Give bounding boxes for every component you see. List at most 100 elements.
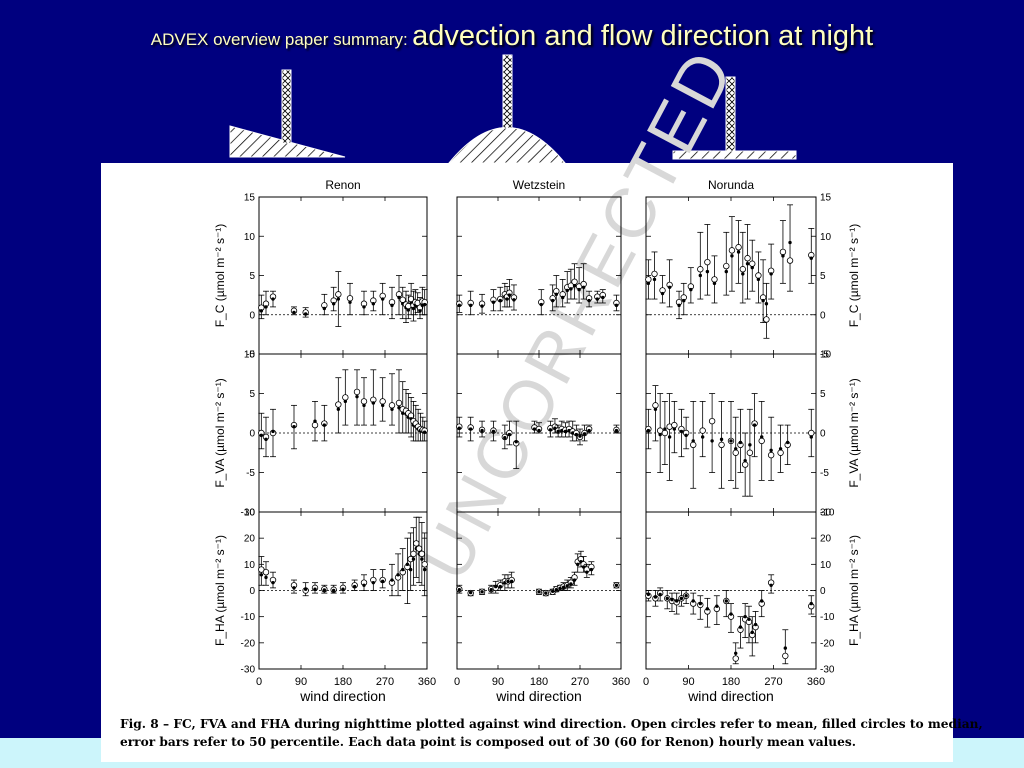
- median-point: [752, 423, 757, 427]
- y-tick-label: 5: [820, 271, 826, 282]
- y-tick-label: 10: [244, 560, 256, 571]
- y-tick-label: -20: [241, 638, 256, 649]
- median-point: [665, 596, 669, 601]
- median-point: [303, 587, 308, 591]
- median-point: [715, 604, 719, 608]
- mean-point: [699, 427, 706, 434]
- median-point: [331, 302, 336, 306]
- median-point: [764, 302, 769, 306]
- median-point: [705, 269, 710, 274]
- panel-norunda-fva: [645, 353, 817, 513]
- median-point: [422, 567, 427, 572]
- median-point: [468, 427, 473, 431]
- median-point: [646, 281, 651, 286]
- x-tick-label: 90: [295, 676, 307, 688]
- median-point: [514, 439, 518, 444]
- y-tick-label: -10: [241, 612, 256, 623]
- x-tick-label: 270: [571, 676, 589, 688]
- median-point: [809, 435, 813, 439]
- median-point: [646, 428, 651, 433]
- mean-point: [749, 260, 756, 267]
- median-point: [352, 584, 357, 589]
- y-tick-label: -10: [820, 508, 835, 519]
- mean-point: [335, 291, 342, 298]
- mean-point: [779, 248, 787, 256]
- median-point: [406, 308, 411, 312]
- x-tick-label: 180: [530, 676, 548, 688]
- x-tick-label: 270: [376, 676, 394, 688]
- mean-point: [346, 295, 354, 302]
- mean-point: [415, 545, 423, 552]
- median-point: [748, 443, 752, 447]
- median-point: [684, 433, 688, 438]
- y-tick-label: 0: [820, 586, 826, 597]
- mean-point: [708, 417, 716, 425]
- y-tick-label: 0: [820, 310, 826, 321]
- mean-point: [728, 247, 736, 254]
- y-tick-label: -5: [246, 468, 255, 479]
- median-point: [741, 272, 745, 276]
- median-point: [457, 303, 461, 308]
- mean-point: [571, 278, 578, 285]
- mean-point: [690, 441, 697, 449]
- median-point: [491, 300, 496, 304]
- y-axis-label-left: F_VA (µmol m⁻² s⁻¹): [213, 378, 227, 487]
- median-point: [271, 429, 275, 434]
- median-point: [397, 295, 401, 300]
- median-point: [730, 254, 734, 258]
- median-point: [756, 277, 761, 282]
- median-point: [371, 302, 376, 306]
- median-point: [507, 432, 512, 437]
- median-point: [745, 262, 750, 266]
- median-point: [390, 407, 394, 411]
- median-point: [785, 440, 790, 445]
- median-point: [674, 599, 679, 603]
- median-point: [595, 297, 600, 301]
- median-point: [778, 447, 783, 451]
- panel-wetzstein-fc: [456, 196, 622, 355]
- y-tick-label: 30: [244, 508, 256, 519]
- median-point: [736, 250, 741, 254]
- mean-point: [777, 449, 784, 456]
- median-point: [292, 586, 296, 590]
- y-tick-label: -20: [820, 638, 835, 649]
- median-point: [480, 304, 484, 308]
- mean-point: [651, 270, 658, 278]
- median-point: [348, 300, 352, 304]
- mean-point: [262, 568, 270, 576]
- panel-norunda-fc: [645, 196, 817, 355]
- median-point: [585, 570, 589, 574]
- median-point: [371, 580, 376, 585]
- panel-renon-fva: [258, 353, 428, 513]
- y-tick-label: 5: [249, 271, 255, 282]
- median-point: [264, 437, 268, 442]
- slide-title: ADVEX overview paper summary: advection …: [0, 20, 1024, 53]
- panel-frame: [645, 196, 817, 355]
- x-axis-label: wind direction: [687, 688, 774, 704]
- median-point: [505, 297, 509, 301]
- y-tick-label: 10: [244, 350, 256, 361]
- median-point: [498, 298, 502, 303]
- median-point: [313, 419, 317, 423]
- median-point: [587, 428, 591, 433]
- title-prefix: ADVEX overview paper summary:: [150, 30, 408, 49]
- median-point: [264, 575, 268, 580]
- median-point: [569, 582, 573, 586]
- mean-point: [718, 441, 725, 449]
- mean-point: [360, 398, 368, 405]
- y-tick-label: 15: [244, 193, 256, 204]
- mean-point: [652, 402, 659, 409]
- y-tick-label: -5: [246, 350, 255, 361]
- median-point: [494, 584, 498, 589]
- mean-point: [711, 276, 718, 283]
- median-point: [667, 285, 672, 289]
- median-point: [572, 284, 577, 288]
- y-tick-label: -10: [241, 508, 256, 519]
- median-point: [753, 622, 758, 627]
- mean-point: [746, 449, 754, 456]
- median-point: [724, 269, 728, 274]
- median-point: [362, 583, 366, 587]
- median-point: [491, 429, 496, 434]
- mean-point: [258, 566, 265, 573]
- median-point: [303, 312, 308, 316]
